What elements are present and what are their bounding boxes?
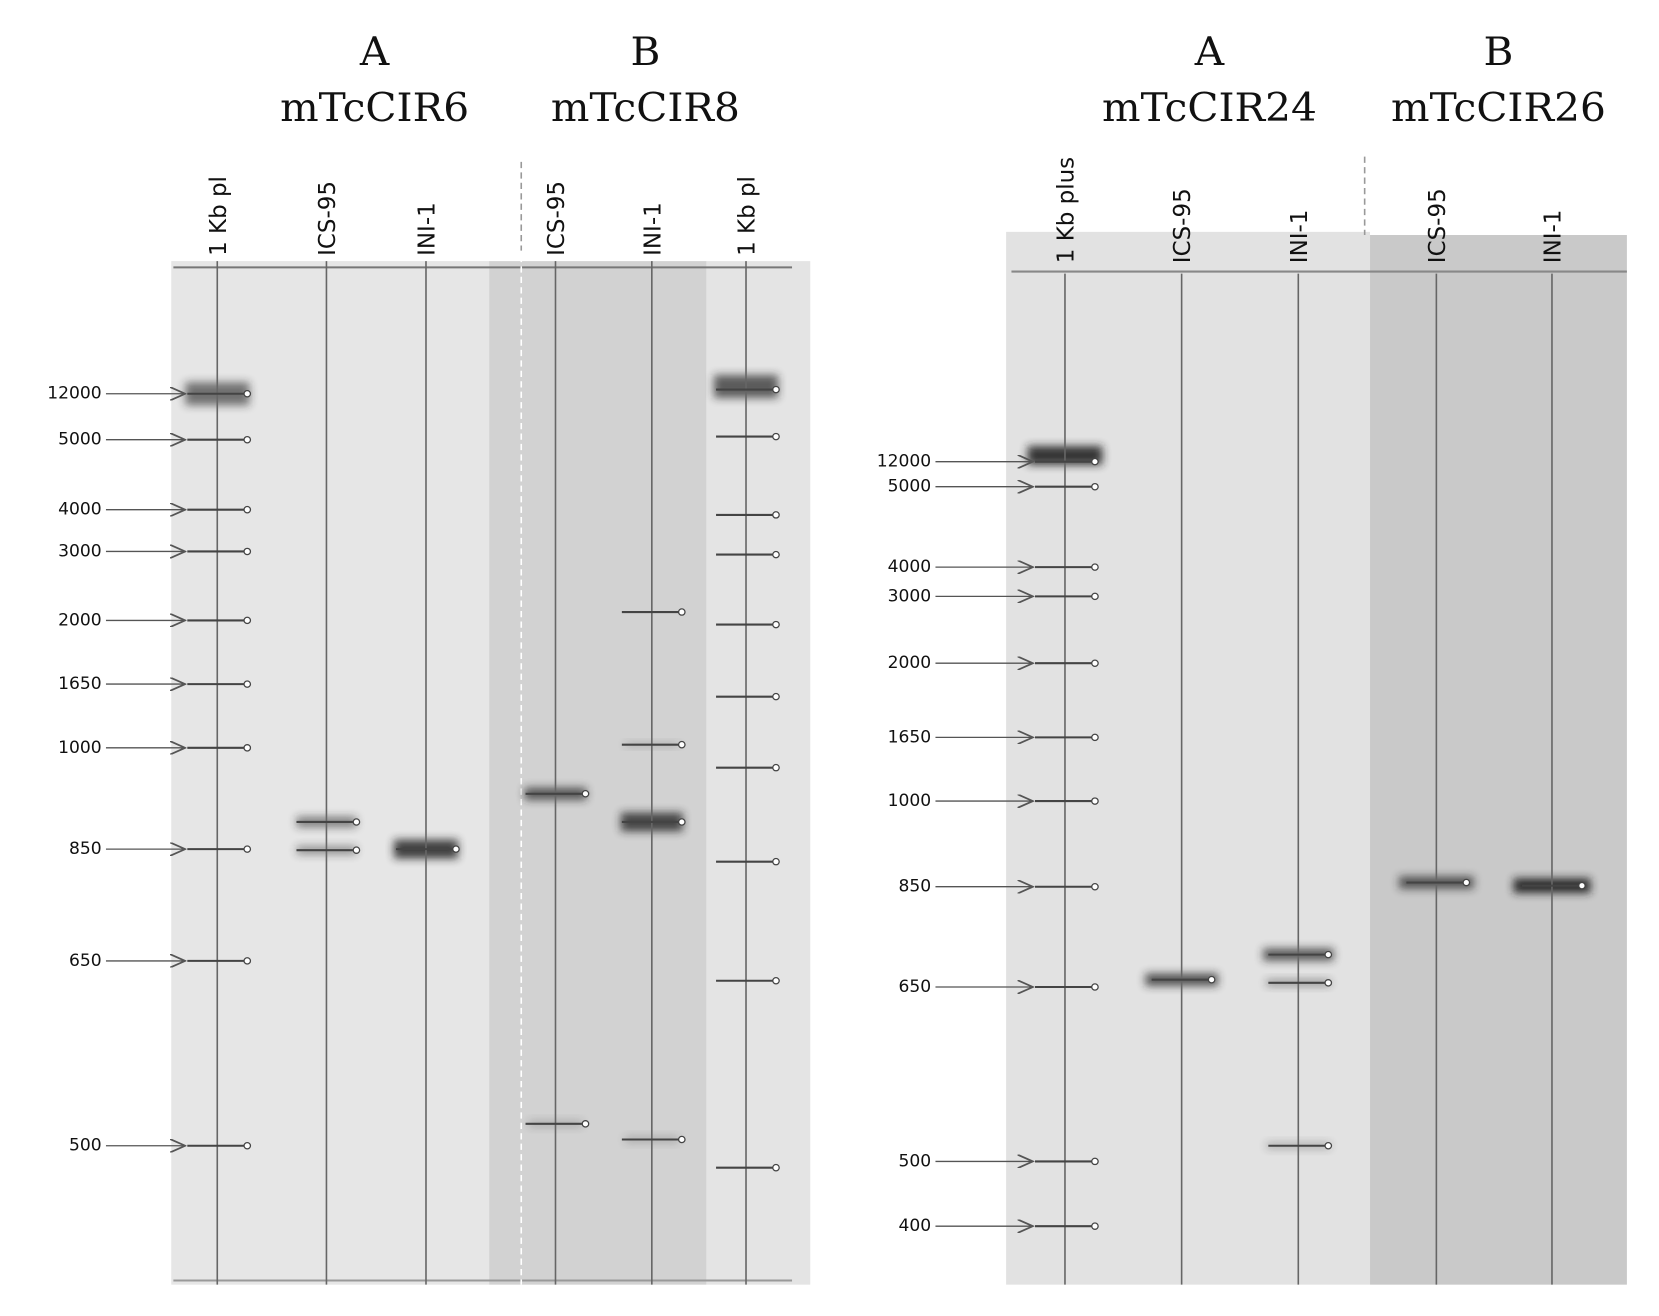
band-tick-end [1578,881,1586,890]
band-tick-end [1091,1157,1099,1166]
group-letter: A [1194,29,1225,74]
band-tick-end [352,818,361,826]
ladder-label: 850 [69,838,102,858]
lane-label: ICS-95 [543,181,570,256]
ladder-label: 2000 [58,610,102,630]
ladder-label: 3000 [58,541,102,561]
band-tick-end [581,1120,590,1128]
ladder-label: 1650 [888,727,932,747]
lane-label: INI-1 [413,202,440,256]
lane-label: ICS-95 [1424,188,1451,263]
band-tick-end [1091,563,1099,571]
lane-label: INI-1 [1539,210,1566,264]
ladder-label: 12000 [877,451,931,471]
ladder-label: 5000 [888,476,932,496]
lane-label: INI-1 [639,202,666,256]
band-tick-end [772,1163,780,1172]
band-tick-end [772,385,780,394]
group-letter: A [359,29,390,74]
band-tick-end [1324,979,1333,987]
ladder-label: 850 [899,876,932,896]
band-tick-end [1091,592,1099,601]
band-tick-end [772,692,780,701]
band-tick-end [243,547,252,556]
ladder-label: 12000 [47,383,101,403]
group-marker: mTcCIR24 [1102,86,1317,131]
group-letter: B [630,29,660,74]
band-tick-end [1091,659,1099,667]
ladder-label: 4000 [888,556,932,576]
band-tick-end [1091,457,1099,466]
right-gel [1006,156,1627,1285]
band-tick-end [452,845,460,853]
band-tick-end [772,511,780,519]
ladder-label: 650 [69,950,102,970]
band-tick-end [581,790,590,798]
ladder-label: 4000 [58,499,102,519]
band-tick-end [243,744,252,752]
band-tick-end [677,608,686,616]
band-tick-end [1091,482,1099,491]
band-tick-end [772,432,780,441]
lane-label: ICS-95 [1169,188,1196,263]
band-tick-end [1324,1141,1333,1150]
band-tick-end [1091,797,1099,805]
band-tick-end [772,857,780,866]
band-tick-end [1324,950,1333,959]
band-tick-end [1091,983,1099,991]
ladder-label: 500 [69,1135,102,1155]
band-tick-end [1091,733,1099,742]
band-tick-end [243,389,252,398]
ladder-label: 2000 [888,652,932,672]
ladder-label: 1000 [58,737,102,757]
band-tick-end [243,1141,252,1150]
band-tick-end [1091,882,1099,891]
band-tick-end [772,620,780,629]
band-tick-end [243,616,252,625]
ladder-label: 1000 [888,790,932,810]
ladder-label: 1650 [58,673,102,693]
band-tick-end [243,957,252,965]
band-tick-end [677,740,686,749]
band-tick-end [1462,878,1471,887]
left-gel [171,161,811,1285]
group-letter: B [1484,29,1514,74]
ladder-label: 650 [899,976,932,996]
band-tick-end [1207,975,1216,984]
band-tick-end [1091,1222,1099,1230]
band-tick-end [243,435,252,444]
band-tick-end [243,505,252,514]
band-tick-end [243,845,252,853]
lane-label: ICS-95 [314,181,341,256]
ladder-label: 400 [899,1215,932,1235]
band-tick-end [677,818,686,826]
ladder-label: 5000 [58,429,102,449]
band-tick-end [243,680,252,688]
ladder-label: 500 [899,1151,932,1171]
group-marker: mTcCIR6 [280,86,469,131]
lane-label: INI-1 [1286,210,1313,264]
lane-lines [105,261,1586,1285]
band-tick-end [772,763,780,772]
lane-label: 1 Kb plus [1052,157,1079,263]
lane-label: 1 Kb pl [733,176,760,256]
band-tick-end [772,976,780,985]
group-marker: mTcCIR26 [1391,86,1606,131]
band-tick-end [772,550,780,559]
ladder-label: 3000 [888,586,932,606]
band-tick-end [352,846,361,854]
group-marker: mTcCIR8 [551,86,740,131]
lane-label: 1 Kb pl [205,176,232,256]
band-tick-end [677,1135,686,1144]
